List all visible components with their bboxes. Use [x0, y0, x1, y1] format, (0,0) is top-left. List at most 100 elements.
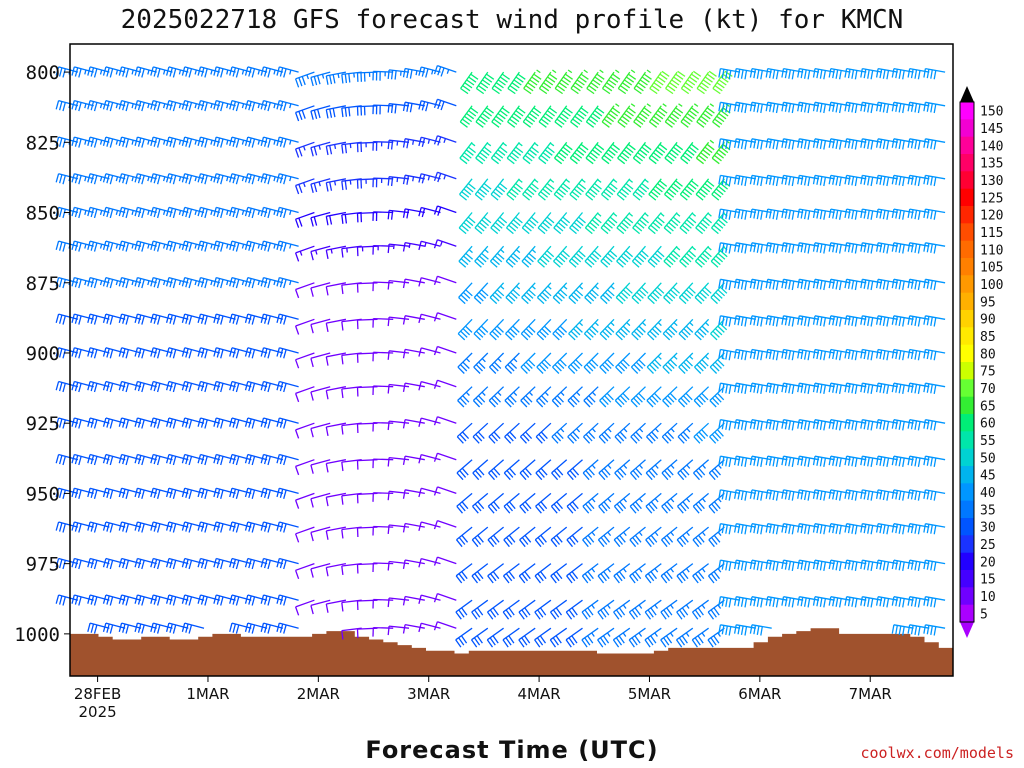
- wind-barb: [404, 489, 425, 495]
- wind-barb: [244, 136, 249, 146]
- wind-barb: [521, 260, 530, 268]
- wind-barb: [797, 489, 800, 499]
- wind-barb: [725, 491, 728, 501]
- wind-barb: [488, 436, 496, 444]
- plot-area: 800825850875900925950975100028FEB20251MA…: [14, 43, 1003, 721]
- wind-barb: [437, 239, 457, 247]
- wind-barb: [433, 486, 439, 496]
- wind-barb: [891, 349, 895, 359]
- wind-barb: [147, 244, 150, 249]
- wind-barb: [584, 282, 599, 298]
- wind-barb: [588, 118, 597, 125]
- wind-barb: [58, 455, 63, 465]
- wind-barb: [87, 488, 91, 498]
- wind-barb: [74, 382, 79, 392]
- wind-barb: [505, 260, 514, 268]
- wind-barb: [310, 245, 331, 253]
- wind-barb: [524, 534, 532, 543]
- wind-barb: [504, 400, 512, 408]
- wind-barb: [630, 103, 636, 107]
- wind-barb: [607, 185, 616, 193]
- wind-barb: [466, 79, 475, 86]
- wind-barb: [200, 314, 205, 324]
- wind-barb: [591, 219, 600, 227]
- wind-barb: [583, 400, 591, 408]
- wind-barb: [412, 140, 415, 145]
- wind-barb: [631, 282, 646, 298]
- wind-barb: [807, 351, 811, 361]
- wind-barb: [902, 140, 905, 150]
- wind-barb: [823, 525, 827, 535]
- colorbar-swatch: [960, 188, 974, 207]
- wind-barb: [562, 110, 571, 117]
- wind-barb: [708, 505, 716, 514]
- wind-barb: [474, 470, 482, 478]
- wind-barb: [633, 294, 642, 302]
- wind-barb: [231, 521, 252, 528]
- wind-barb: [188, 68, 193, 78]
- wind-barb: [728, 626, 732, 636]
- wind-barb: [93, 419, 98, 429]
- wind-barb: [807, 280, 811, 291]
- wind-barb: [55, 417, 60, 427]
- wind-barb: [719, 250, 728, 258]
- wind-barb: [917, 384, 921, 395]
- wind-barb: [473, 637, 481, 646]
- wind-barb: [781, 560, 785, 570]
- wind-barb: [298, 111, 303, 121]
- wind-barb: [663, 297, 671, 305]
- wind-barb: [105, 136, 126, 143]
- wind-barb: [847, 597, 851, 607]
- wind-barb: [649, 364, 657, 372]
- wind-barb: [433, 556, 439, 566]
- wind-barb: [546, 146, 555, 154]
- wind-barb: [638, 392, 646, 401]
- wind-barb: [898, 625, 902, 636]
- wind-barb: [134, 313, 139, 323]
- wind-barb: [341, 285, 344, 295]
- colorbar-swatch: [960, 310, 974, 328]
- wind-barb: [507, 87, 516, 95]
- wind-barb: [524, 571, 531, 580]
- wind-barb: [601, 397, 609, 406]
- wind-barb: [122, 559, 126, 569]
- wind-barb: [557, 361, 565, 369]
- wind-barb: [341, 462, 344, 472]
- wind-barb: [587, 224, 595, 232]
- wind-barb: [515, 216, 523, 224]
- wind-barb: [800, 316, 804, 326]
- wind-barb: [169, 174, 173, 184]
- wind-barb: [690, 180, 699, 187]
- wind-barb: [654, 252, 663, 260]
- wind-barb: [917, 457, 921, 468]
- wind-barb: [418, 314, 422, 324]
- wind-barb: [125, 242, 130, 252]
- wind-barb: [213, 558, 217, 568]
- wind-barb: [682, 154, 691, 162]
- wind-barb: [601, 433, 609, 442]
- wind-barb: [569, 227, 577, 235]
- wind-barb: [491, 71, 505, 89]
- wind-barb: [168, 487, 189, 495]
- wind-barb: [629, 539, 637, 548]
- wind-barb: [740, 420, 744, 430]
- wind-barb: [490, 503, 498, 512]
- wind-barb: [251, 68, 256, 78]
- wind-barb: [310, 324, 314, 334]
- wind-barb: [511, 82, 520, 89]
- wind-barb: [232, 278, 237, 288]
- wind-barb: [707, 575, 715, 584]
- wind-barb: [310, 287, 314, 297]
- wind-barb: [627, 143, 636, 151]
- wind-barb: [898, 69, 902, 79]
- wind-barb: [74, 173, 94, 180]
- wind-barb: [387, 103, 390, 113]
- wind-barb: [106, 382, 110, 392]
- wind-barb: [775, 280, 779, 291]
- wind-barb: [78, 242, 82, 252]
- wind-barb: [704, 250, 712, 258]
- wind-barb: [58, 208, 63, 218]
- wind-barb: [838, 598, 842, 608]
- wind-barb: [537, 245, 552, 262]
- wind-barb: [553, 193, 562, 201]
